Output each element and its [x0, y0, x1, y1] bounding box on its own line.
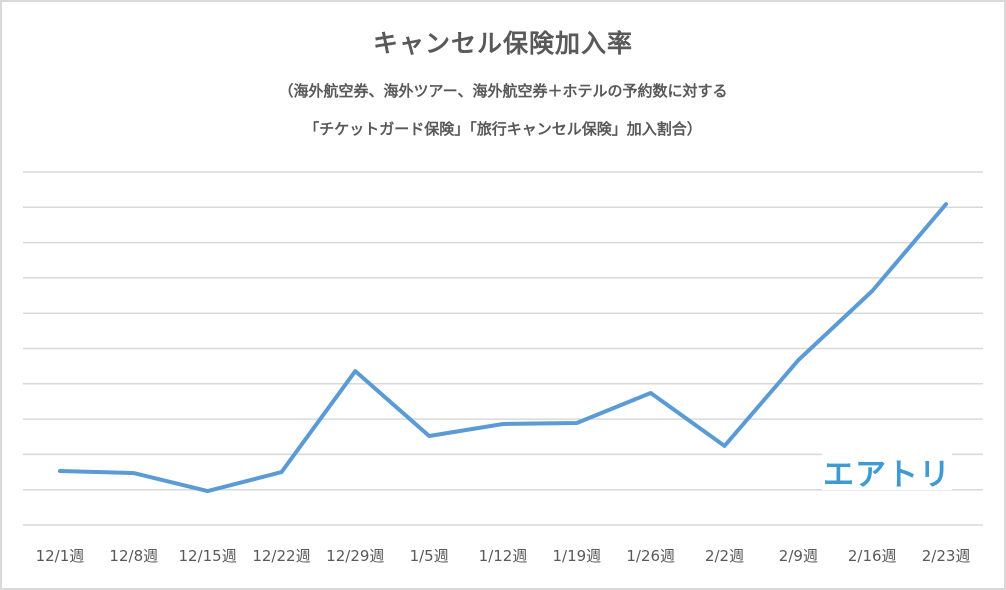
x-axis-label: 1/5週 [409, 547, 449, 565]
x-axis-label: 12/29週 [326, 547, 385, 565]
x-axis-label: 1/12週 [478, 547, 528, 565]
x-axis-label: 12/1週 [35, 547, 85, 565]
brand-logo: エアトリ [822, 452, 952, 493]
x-axis-label: 1/19週 [552, 547, 602, 565]
chart-subtitle-line-2: 「チケットガード保険」「旅行キャンセル保険」加入割合） [304, 120, 702, 138]
x-axis-label: 12/22週 [252, 547, 311, 565]
chart-title: キャンセル保険加入率 [372, 29, 633, 58]
x-axis-label: 1/26週 [626, 547, 676, 565]
x-axis-label: 2/23週 [921, 547, 971, 565]
x-axis-label: 2/9週 [778, 547, 818, 565]
x-axis-label: 2/2週 [704, 547, 745, 565]
x-axis-label: 2/16週 [847, 547, 897, 565]
series-line [57, 202, 949, 494]
x-axis-label: 12/15週 [178, 547, 237, 565]
chart-subtitle-line-1: （海外航空券、海外ツアー、海外航空券＋ホテルの予約数に対する [278, 82, 728, 100]
x-axis-label: 12/8週 [109, 547, 159, 565]
